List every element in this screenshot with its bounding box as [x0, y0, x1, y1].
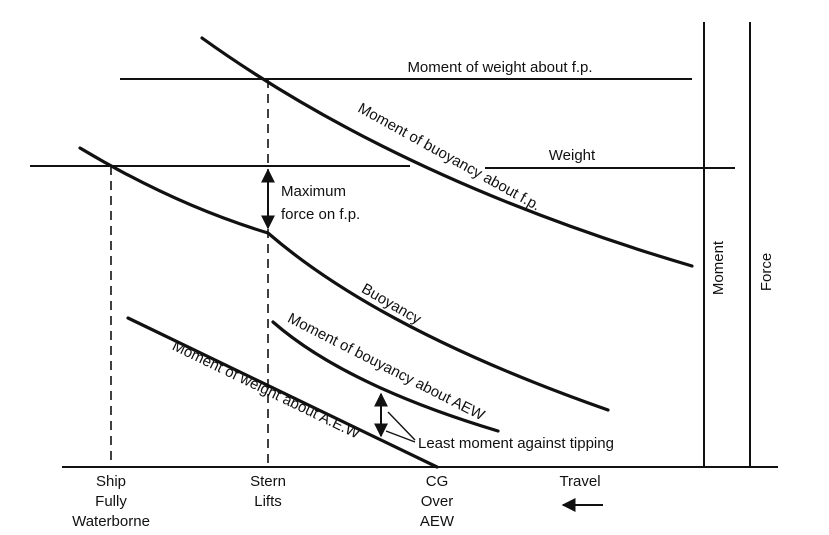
moment-weight-aew-label: Moment of weight about A.E.W [170, 337, 364, 442]
force-axis-label: Force [758, 253, 775, 291]
moment-of-bouyancy-aew-curve [271, 320, 500, 433]
cg-label-3: AEW [420, 513, 455, 530]
cg-label-1: CG [426, 473, 449, 490]
moment-weight-fp-label: Moment of weight about f.p. [407, 59, 592, 76]
moment-axis-label: Moment [710, 240, 727, 295]
max-force-label-1: Maximum [281, 183, 346, 200]
moment-of-buoyancy-fp-curve [200, 36, 694, 268]
weight-label: Weight [549, 147, 596, 164]
buoyancy-curve [78, 146, 610, 412]
least-moment-leader-upper [387, 411, 416, 441]
cg-label-2: Over [421, 493, 454, 510]
ship-label-3: Waterborne [72, 513, 150, 530]
least-moment-leader-lower [385, 430, 416, 443]
max-force-label-2: force on f.p. [281, 206, 360, 223]
moment-buoyancy-fp-label: Moment of buoyancy about f.p. [355, 100, 543, 215]
stern-label-1: Stern [250, 473, 286, 490]
least-moment-label: Least moment against tipping [418, 435, 614, 452]
ship-label-2: Fully [95, 493, 127, 510]
ship-label-1: Ship [96, 473, 126, 490]
moment-of-weight-aew-line [126, 316, 439, 469]
stern-label-2: Lifts [254, 493, 282, 510]
travel-label: Travel [559, 473, 600, 490]
